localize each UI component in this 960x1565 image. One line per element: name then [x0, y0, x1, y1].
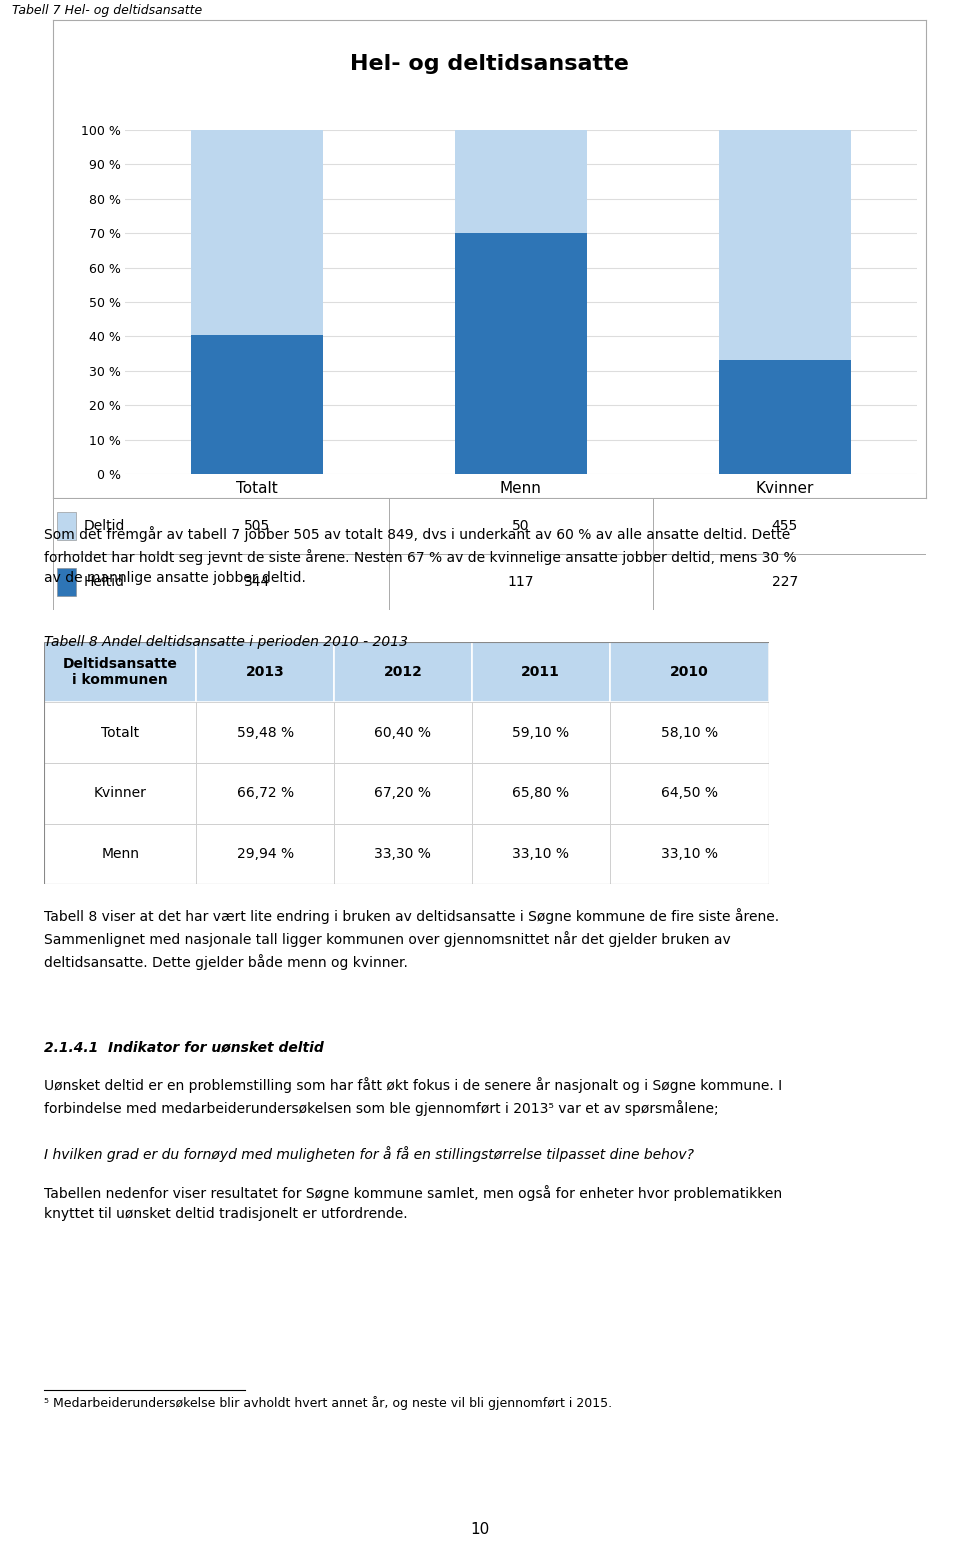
Bar — [334, 642, 471, 703]
Bar — [610, 642, 769, 703]
Text: 505: 505 — [244, 520, 270, 532]
Bar — [44, 703, 197, 762]
Text: Tabell 8 viser at det har vært lite endring i bruken av deltidsansatte i Søgne k: Tabell 8 viser at det har vært lite endr… — [44, 908, 780, 970]
Bar — [455, 130, 587, 233]
Text: 59,10 %: 59,10 % — [512, 726, 569, 740]
Text: 2011: 2011 — [521, 665, 560, 679]
Text: ⁵ Medarbeiderundersøkelse blir avholdt hvert annet år, og neste vil bli gjennomf: ⁵ Medarbeiderundersøkelse blir avholdt h… — [44, 1396, 612, 1410]
Text: Menn: Menn — [101, 847, 139, 861]
Bar — [58, 568, 77, 596]
Text: Kvinner: Kvinner — [94, 786, 147, 800]
Bar — [197, 642, 334, 703]
Bar — [197, 764, 334, 823]
Text: Som det fremgår av tabell 7 jobber 505 av totalt 849, dvs i underkant av 60 % av: Som det fremgår av tabell 7 jobber 505 a… — [44, 526, 797, 585]
Text: 33,10 %: 33,10 % — [660, 847, 718, 861]
Bar — [53, 498, 926, 554]
Bar — [610, 823, 769, 884]
Bar — [471, 703, 610, 762]
Text: 10: 10 — [470, 1521, 490, 1537]
Text: Deltidsansatte
i kommunen: Deltidsansatte i kommunen — [62, 657, 178, 687]
Text: Uønsket deltid er en problemstilling som har fått økt fokus i de senere år nasjo: Uønsket deltid er en problemstilling som… — [44, 1077, 782, 1116]
Text: Totalt: Totalt — [101, 726, 139, 740]
Text: Heltid: Heltid — [84, 576, 125, 588]
Text: 227: 227 — [772, 576, 798, 588]
Bar — [455, 233, 587, 474]
Text: Tabellen nedenfor viser resultatet for Søgne kommune samlet, men også for enhete: Tabellen nedenfor viser resultatet for S… — [44, 1185, 782, 1221]
Text: 29,94 %: 29,94 % — [237, 847, 294, 861]
Bar — [44, 642, 197, 703]
Bar — [471, 642, 610, 703]
Text: 117: 117 — [508, 576, 534, 588]
Bar — [334, 823, 471, 884]
Text: 65,80 %: 65,80 % — [512, 786, 569, 800]
Text: 455: 455 — [772, 520, 798, 532]
Bar — [53, 554, 926, 610]
Bar — [58, 512, 77, 540]
Bar — [334, 764, 471, 823]
Text: 50: 50 — [512, 520, 530, 532]
Bar — [610, 764, 769, 823]
Bar — [471, 764, 610, 823]
Text: I hvilken grad er du fornøyd med muligheten for å få en stillingstørrelse tilpas: I hvilken grad er du fornøyd med mulighe… — [44, 1146, 694, 1161]
Text: 66,72 %: 66,72 % — [237, 786, 294, 800]
Bar — [719, 360, 851, 474]
Bar — [471, 823, 610, 884]
Bar — [191, 130, 323, 335]
Bar — [197, 823, 334, 884]
Text: 59,48 %: 59,48 % — [237, 726, 294, 740]
Text: 344: 344 — [244, 576, 270, 588]
Bar — [191, 335, 323, 474]
Text: 33,30 %: 33,30 % — [374, 847, 431, 861]
Bar — [719, 130, 851, 360]
Bar — [44, 764, 197, 823]
Text: Tabell 7 Hel- og deltidsansatte: Tabell 7 Hel- og deltidsansatte — [12, 3, 203, 17]
Text: 2.1.4.1  Indikator for uønsket deltid: 2.1.4.1 Indikator for uønsket deltid — [44, 1041, 324, 1055]
Text: Deltid: Deltid — [84, 520, 125, 532]
Text: 2013: 2013 — [246, 665, 284, 679]
Bar — [44, 823, 197, 884]
Text: 33,10 %: 33,10 % — [512, 847, 569, 861]
Bar — [610, 703, 769, 762]
Text: Tabell 8 Andel deltidsansatte i perioden 2010 - 2013: Tabell 8 Andel deltidsansatte i perioden… — [44, 635, 408, 649]
Text: 2012: 2012 — [383, 665, 422, 679]
Text: 58,10 %: 58,10 % — [660, 726, 718, 740]
Bar — [197, 703, 334, 762]
Text: 60,40 %: 60,40 % — [374, 726, 431, 740]
Text: Hel- og deltidsansatte: Hel- og deltidsansatte — [350, 53, 629, 74]
Bar — [334, 703, 471, 762]
Text: 64,50 %: 64,50 % — [660, 786, 718, 800]
Text: 67,20 %: 67,20 % — [374, 786, 431, 800]
Text: 2010: 2010 — [670, 665, 708, 679]
